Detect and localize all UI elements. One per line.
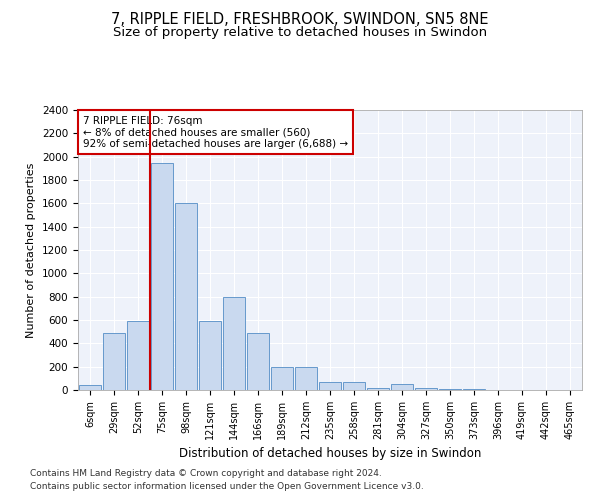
Bar [247, 333, 269, 390]
Bar [223, 296, 245, 390]
Bar [439, 389, 461, 390]
Bar [151, 162, 173, 390]
Y-axis label: Number of detached properties: Number of detached properties [26, 162, 37, 338]
Bar [199, 321, 221, 390]
Bar [103, 333, 125, 390]
X-axis label: Distribution of detached houses by size in Swindon: Distribution of detached houses by size … [179, 448, 481, 460]
Bar [295, 366, 317, 390]
Text: Contains HM Land Registry data © Crown copyright and database right 2024.: Contains HM Land Registry data © Crown c… [30, 468, 382, 477]
Bar [127, 321, 149, 390]
Bar [319, 382, 341, 390]
Bar [415, 388, 437, 390]
Text: Size of property relative to detached houses in Swindon: Size of property relative to detached ho… [113, 26, 487, 39]
Bar [175, 204, 197, 390]
Bar [343, 382, 365, 390]
Bar [367, 388, 389, 390]
Text: 7, RIPPLE FIELD, FRESHBROOK, SWINDON, SN5 8NE: 7, RIPPLE FIELD, FRESHBROOK, SWINDON, SN… [111, 12, 489, 28]
Bar [271, 366, 293, 390]
Bar [79, 386, 101, 390]
Text: Contains public sector information licensed under the Open Government Licence v3: Contains public sector information licen… [30, 482, 424, 491]
Bar [463, 389, 485, 390]
Text: 7 RIPPLE FIELD: 76sqm
← 8% of detached houses are smaller (560)
92% of semi-deta: 7 RIPPLE FIELD: 76sqm ← 8% of detached h… [83, 116, 348, 149]
Bar [391, 384, 413, 390]
